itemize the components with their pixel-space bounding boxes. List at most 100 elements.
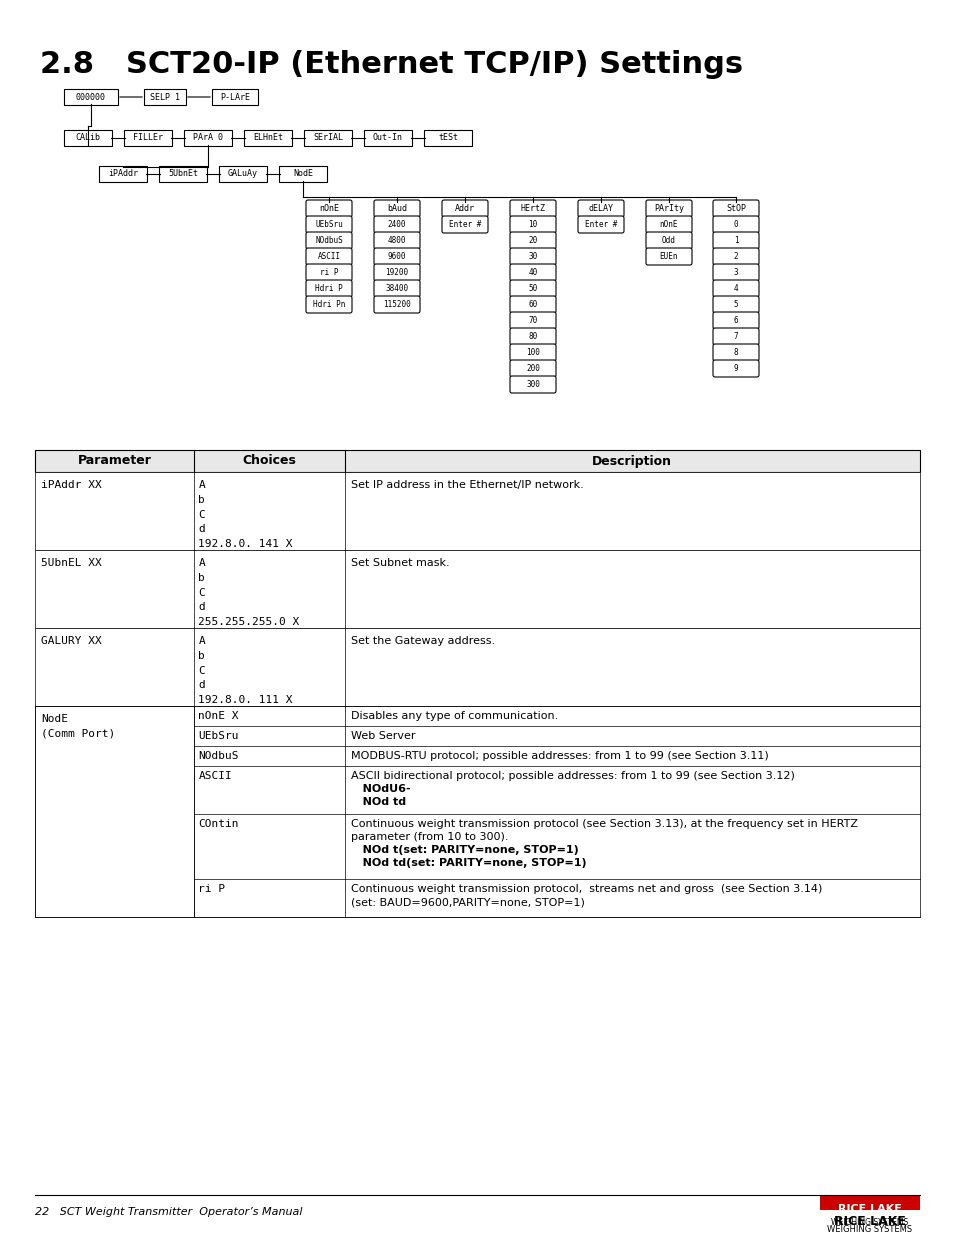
Text: Odd: Odd bbox=[661, 236, 676, 245]
Text: 5: 5 bbox=[733, 300, 738, 309]
Text: 70: 70 bbox=[528, 316, 537, 325]
Text: 40: 40 bbox=[528, 268, 537, 277]
FancyBboxPatch shape bbox=[159, 165, 207, 182]
Text: StOP: StOP bbox=[725, 204, 745, 212]
Text: nOnE: nOnE bbox=[318, 204, 338, 212]
Text: HErtZ: HErtZ bbox=[520, 204, 545, 212]
Text: 5UbnEt: 5UbnEt bbox=[168, 169, 198, 179]
Text: Addr: Addr bbox=[455, 204, 475, 212]
FancyBboxPatch shape bbox=[510, 296, 556, 312]
FancyBboxPatch shape bbox=[712, 248, 759, 266]
Text: NOdbuS: NOdbuS bbox=[314, 236, 342, 245]
Text: NodE: NodE bbox=[293, 169, 313, 179]
Bar bbox=[820, 1195, 919, 1210]
Text: 3: 3 bbox=[733, 268, 738, 277]
FancyBboxPatch shape bbox=[712, 329, 759, 345]
FancyBboxPatch shape bbox=[712, 312, 759, 329]
Text: 22   SCT Weight Transmitter  Operator’s Manual: 22 SCT Weight Transmitter Operator’s Man… bbox=[35, 1207, 302, 1216]
FancyBboxPatch shape bbox=[374, 296, 419, 312]
Text: GALuAy: GALuAy bbox=[228, 169, 257, 179]
Text: ASCII: ASCII bbox=[317, 252, 340, 261]
FancyBboxPatch shape bbox=[645, 216, 691, 233]
Text: Set the Gateway address.: Set the Gateway address. bbox=[351, 636, 495, 646]
Text: Parameter: Parameter bbox=[77, 454, 152, 468]
FancyBboxPatch shape bbox=[64, 130, 112, 146]
Text: 300: 300 bbox=[525, 380, 539, 389]
FancyBboxPatch shape bbox=[441, 200, 488, 217]
FancyBboxPatch shape bbox=[374, 216, 419, 233]
Text: NOdU6-: NOdU6- bbox=[351, 784, 410, 794]
Text: 100: 100 bbox=[525, 348, 539, 357]
FancyBboxPatch shape bbox=[306, 232, 352, 249]
FancyBboxPatch shape bbox=[510, 345, 556, 361]
Text: bAud: bAud bbox=[387, 204, 407, 212]
Text: Continuous weight transmission protocol,  streams net and gross  (see Section 3.: Continuous weight transmission protocol,… bbox=[351, 884, 821, 908]
FancyBboxPatch shape bbox=[712, 216, 759, 233]
FancyBboxPatch shape bbox=[510, 280, 556, 296]
Text: ASCII: ASCII bbox=[198, 771, 232, 781]
Text: CALib: CALib bbox=[75, 133, 100, 142]
FancyBboxPatch shape bbox=[306, 200, 352, 217]
FancyBboxPatch shape bbox=[304, 130, 352, 146]
FancyBboxPatch shape bbox=[578, 216, 623, 233]
Text: 30: 30 bbox=[528, 252, 537, 261]
FancyBboxPatch shape bbox=[364, 130, 412, 146]
Text: WEIGHING SYSTEMS: WEIGHING SYSTEMS bbox=[826, 1225, 912, 1234]
Text: NOd td(set: PARITY=none, STOP=1): NOd td(set: PARITY=none, STOP=1) bbox=[351, 858, 586, 868]
Text: 60: 60 bbox=[528, 300, 537, 309]
Text: iPAddr: iPAddr bbox=[108, 169, 138, 179]
FancyBboxPatch shape bbox=[712, 345, 759, 361]
Text: 19200: 19200 bbox=[385, 268, 408, 277]
Text: Disables any type of communication.: Disables any type of communication. bbox=[351, 711, 558, 721]
Text: 000000: 000000 bbox=[76, 93, 106, 101]
FancyBboxPatch shape bbox=[306, 296, 352, 312]
Text: Hdri P: Hdri P bbox=[314, 284, 342, 293]
Text: Out-In: Out-In bbox=[373, 133, 402, 142]
Text: iPAddr XX: iPAddr XX bbox=[41, 480, 102, 490]
Text: 2: 2 bbox=[733, 252, 738, 261]
Text: Enter #: Enter # bbox=[448, 220, 480, 228]
FancyBboxPatch shape bbox=[645, 248, 691, 266]
FancyBboxPatch shape bbox=[510, 216, 556, 233]
Text: 2400: 2400 bbox=[387, 220, 406, 228]
FancyBboxPatch shape bbox=[712, 264, 759, 282]
Text: UEbSru: UEbSru bbox=[314, 220, 342, 228]
Text: 115200: 115200 bbox=[383, 300, 411, 309]
FancyBboxPatch shape bbox=[510, 359, 556, 377]
FancyBboxPatch shape bbox=[184, 130, 232, 146]
Text: 4: 4 bbox=[733, 284, 738, 293]
Text: WEIGHING SYSTEMS: WEIGHING SYSTEMS bbox=[830, 1218, 907, 1228]
Text: 4800: 4800 bbox=[387, 236, 406, 245]
FancyBboxPatch shape bbox=[374, 264, 419, 282]
Bar bbox=[35, 706, 919, 918]
Text: SErIAL: SErIAL bbox=[313, 133, 343, 142]
Bar bbox=[35, 629, 919, 706]
FancyBboxPatch shape bbox=[99, 165, 147, 182]
Text: 9: 9 bbox=[733, 364, 738, 373]
Text: 50: 50 bbox=[528, 284, 537, 293]
FancyBboxPatch shape bbox=[306, 264, 352, 282]
Text: NOdbuS: NOdbuS bbox=[198, 751, 238, 761]
FancyBboxPatch shape bbox=[306, 216, 352, 233]
Text: Hdri Pn: Hdri Pn bbox=[313, 300, 345, 309]
Text: 8: 8 bbox=[733, 348, 738, 357]
FancyBboxPatch shape bbox=[712, 296, 759, 312]
Text: ELHnEt: ELHnEt bbox=[253, 133, 283, 142]
FancyBboxPatch shape bbox=[578, 200, 623, 217]
FancyBboxPatch shape bbox=[374, 200, 419, 217]
Text: 7: 7 bbox=[733, 332, 738, 341]
Text: COntin: COntin bbox=[198, 819, 238, 829]
FancyBboxPatch shape bbox=[374, 232, 419, 249]
FancyBboxPatch shape bbox=[124, 130, 172, 146]
Text: tESt: tESt bbox=[437, 133, 457, 142]
Text: Description: Description bbox=[592, 454, 672, 468]
Text: MODBUS-RTU protocol; possible addresses: from 1 to 99 (see Section 3.11): MODBUS-RTU protocol; possible addresses:… bbox=[351, 751, 768, 761]
FancyBboxPatch shape bbox=[219, 165, 267, 182]
Bar bbox=[35, 450, 919, 472]
Text: ASCII bidirectional protocol; possible addresses: from 1 to 99 (see Section 3.12: ASCII bidirectional protocol; possible a… bbox=[351, 771, 794, 781]
Text: PArA 0: PArA 0 bbox=[193, 133, 223, 142]
Text: Web Server: Web Server bbox=[351, 731, 415, 741]
Text: nOnE: nOnE bbox=[659, 220, 678, 228]
Text: Choices: Choices bbox=[242, 454, 296, 468]
FancyBboxPatch shape bbox=[244, 130, 292, 146]
